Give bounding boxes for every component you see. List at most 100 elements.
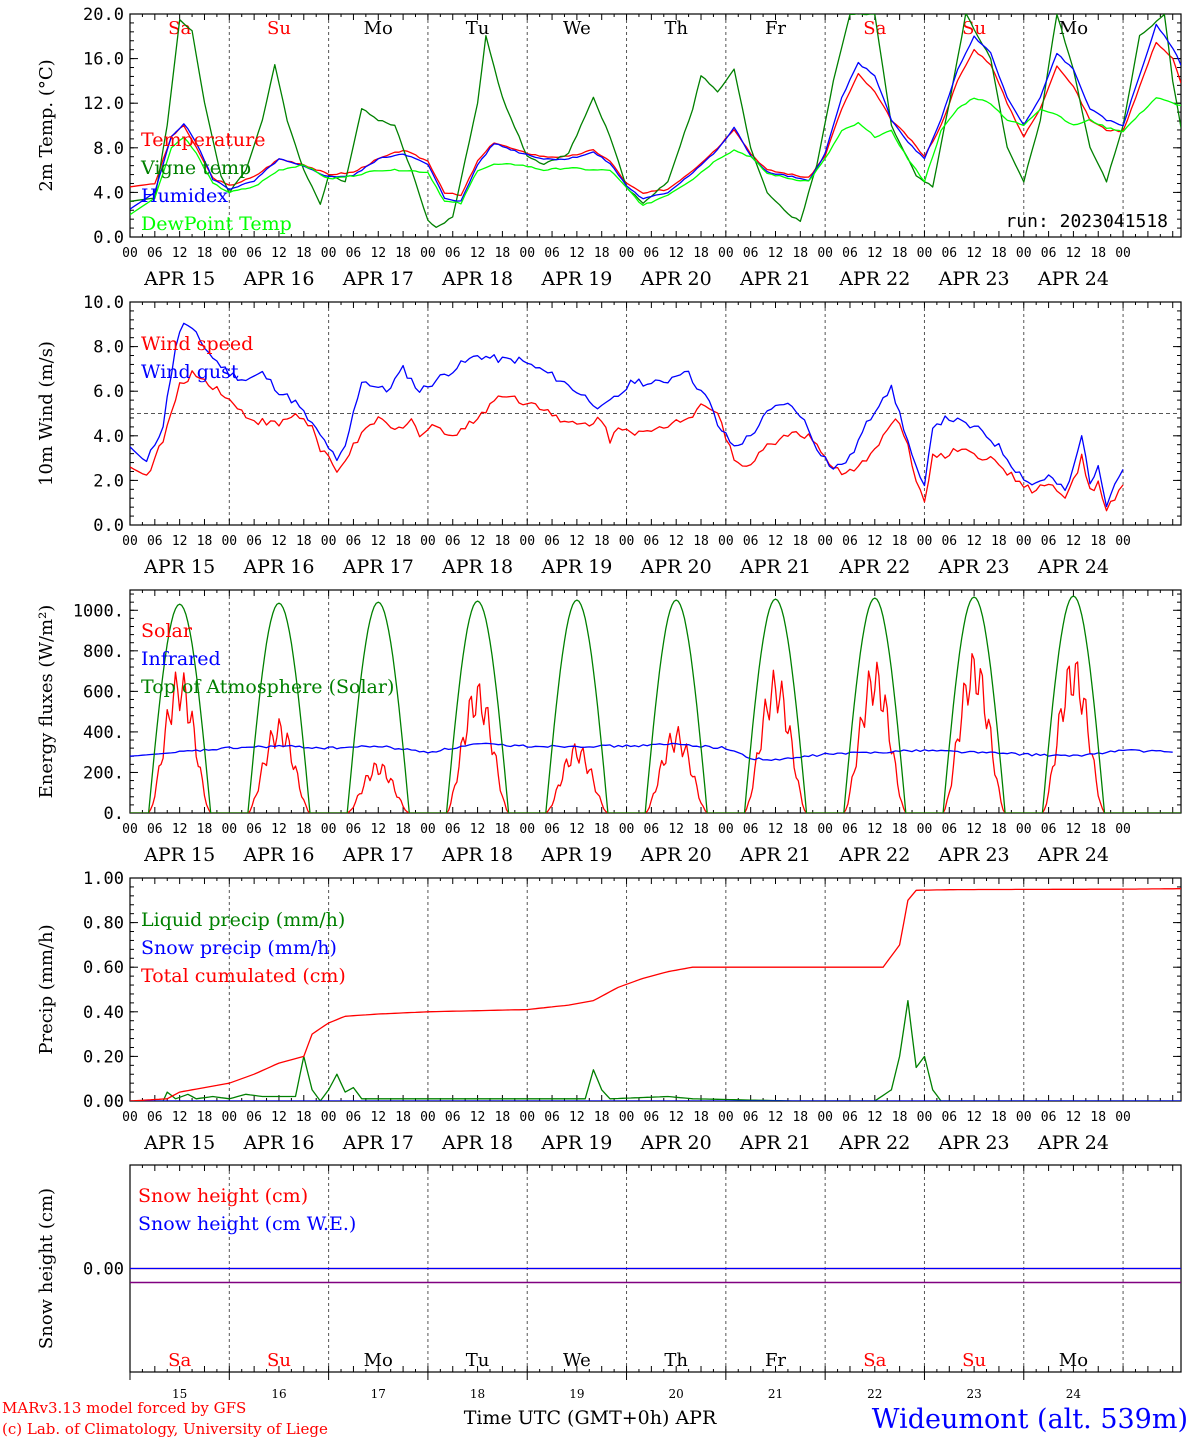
footer-credit-model: MARv3.13 model forced by GFS <box>2 1399 246 1417</box>
date-label: APR 22 <box>838 1132 910 1154</box>
date-label: APR 23 <box>938 556 1010 578</box>
hour-label: 12 <box>966 822 982 837</box>
hour-label: 18 <box>296 1110 312 1125</box>
legend-entry: Wind speed <box>141 333 253 355</box>
hour-label: 12 <box>768 534 784 549</box>
y-tick-label: 0.80 <box>83 914 124 934</box>
weekday-label: Mo <box>1059 18 1088 39</box>
date-label: APR 21 <box>739 1132 811 1154</box>
series-group <box>130 595 1181 813</box>
day-number-label: 22 <box>867 1387 882 1401</box>
y-tick-label: 400. <box>83 723 124 743</box>
date-label: APR 18 <box>441 268 513 290</box>
date-label: APR 15 <box>143 268 215 290</box>
date-label: APR 15 <box>143 556 215 578</box>
hour-label: 00 <box>221 534 237 549</box>
hour-label: 00 <box>619 534 635 549</box>
hour-label: 12 <box>172 1110 188 1125</box>
hour-label: 12 <box>470 1110 486 1125</box>
hour-label: 12 <box>768 822 784 837</box>
footer-credit-lab: (c) Lab. of Climatology, University of L… <box>2 1420 328 1438</box>
y-axis-label: Snow height (cm) <box>36 1188 57 1349</box>
date-label: APR 17 <box>342 268 414 290</box>
series-line-dewpoint-temp <box>130 97 1181 216</box>
legend-entry: Liquid precip (mm/h) <box>141 909 345 931</box>
hour-label: 12 <box>271 534 287 549</box>
weekday-label: Th <box>664 1350 688 1371</box>
series-line-solar <box>130 653 1181 813</box>
hour-label: 00 <box>519 1110 535 1125</box>
hour-label: 06 <box>743 246 759 261</box>
hour-label: 06 <box>246 534 262 549</box>
day-number-label: 20 <box>669 1387 684 1401</box>
hour-label: 00 <box>122 534 138 549</box>
hour-label: 18 <box>594 246 610 261</box>
hour-label: 00 <box>817 534 833 549</box>
hour-label: 18 <box>296 246 312 261</box>
date-label: APR 20 <box>640 556 712 578</box>
hour-label: 18 <box>594 822 610 837</box>
date-label: APR 22 <box>838 268 910 290</box>
x-axis-title: Time UTC (GMT+0h) APR <box>464 1407 717 1429</box>
date-label: APR 15 <box>143 1132 215 1154</box>
day-number-label: 16 <box>271 1387 286 1401</box>
hour-label: 12 <box>569 822 585 837</box>
day-number-label: 17 <box>371 1387 386 1401</box>
hour-label: 06 <box>743 822 759 837</box>
y-tick-label: 0. <box>104 804 124 824</box>
y-tick-label: 12.0 <box>83 94 124 114</box>
hour-label: 00 <box>718 246 734 261</box>
y-tick-label: 1000. <box>73 601 124 621</box>
hour-label: 06 <box>445 1110 461 1125</box>
run-label: run: 2023041518 <box>1005 211 1168 232</box>
hour-label: 18 <box>594 1110 610 1125</box>
weekday-label: Sa <box>863 18 886 39</box>
date-label: APR 16 <box>242 844 314 866</box>
hour-label: 00 <box>122 246 138 261</box>
date-label: APR 21 <box>739 268 811 290</box>
hour-label: 18 <box>892 822 908 837</box>
hour-label: 00 <box>321 246 337 261</box>
hour-label: 06 <box>842 1110 858 1125</box>
hour-label: 00 <box>221 246 237 261</box>
y-tick-label: 0.0 <box>93 516 124 536</box>
y-tick-label: 2.0 <box>93 471 124 491</box>
day-number-label: 21 <box>768 1387 783 1401</box>
date-label: APR 23 <box>938 844 1010 866</box>
date-label: APR 24 <box>1037 1132 1109 1154</box>
series-line-top-of-atmosphere-solar- <box>130 595 1181 813</box>
hour-label: 06 <box>1041 534 1057 549</box>
hour-label: 12 <box>966 534 982 549</box>
date-label: APR 16 <box>242 268 314 290</box>
hour-label: 12 <box>867 822 883 837</box>
date-label: APR 17 <box>342 844 414 866</box>
weekday-label: Fr <box>765 18 786 39</box>
hour-label: 00 <box>1115 246 1131 261</box>
y-tick-label: 0.20 <box>83 1047 124 1067</box>
hour-label: 06 <box>544 246 560 261</box>
date-label: APR 20 <box>640 1132 712 1154</box>
y-tick-label: 200. <box>83 763 124 783</box>
hour-label: 12 <box>470 534 486 549</box>
hour-label: 06 <box>147 534 163 549</box>
hour-label: 12 <box>768 246 784 261</box>
series-line-vigne-temp <box>130 14 1181 228</box>
hour-label: 18 <box>197 822 213 837</box>
hour-label: 06 <box>644 1110 660 1125</box>
hour-label: 00 <box>718 534 734 549</box>
y-tick-label: 8.0 <box>93 338 124 358</box>
hour-label: 06 <box>544 822 560 837</box>
hour-label: 06 <box>842 534 858 549</box>
y-tick-label: 20.0 <box>83 5 124 25</box>
hour-label: 06 <box>842 822 858 837</box>
hour-label: 18 <box>892 246 908 261</box>
hour-label: 06 <box>941 1110 957 1125</box>
legend-entry: Snow precip (mm/h) <box>141 937 337 959</box>
hour-label: 18 <box>296 534 312 549</box>
hour-label: 12 <box>867 1110 883 1125</box>
date-label: APR 23 <box>938 268 1010 290</box>
hour-label: 12 <box>668 534 684 549</box>
date-label: APR 18 <box>441 556 513 578</box>
hour-label: 12 <box>470 246 486 261</box>
